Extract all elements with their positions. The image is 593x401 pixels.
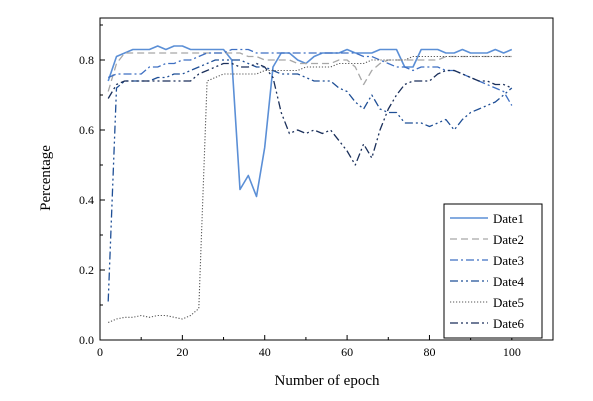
legend-label-date2: Date2 <box>493 232 524 247</box>
x-tick-label: 20 <box>176 345 188 359</box>
plot-border <box>99 17 554 341</box>
legend-label-date6: Date6 <box>493 316 525 331</box>
y-tick-label: 0.4 <box>79 193 94 207</box>
legend: Date1 Date2 Date3 Date4 Date5 Date6 <box>443 203 543 339</box>
plot-frame <box>99 17 554 341</box>
series-line-date6 <box>107 62 513 166</box>
x-axis-title: Number of epoch <box>275 373 380 389</box>
y-tick-label: 0.0 <box>79 333 94 347</box>
x-tick-label: 80 <box>423 345 435 359</box>
y-tick-label: 0.6 <box>79 123 94 137</box>
series-line-date3 <box>107 48 513 106</box>
legend-label-date5: Date5 <box>493 295 524 310</box>
series-line-date5 <box>107 55 512 324</box>
y-axis-title: Percentage <box>38 145 54 211</box>
x-tick-label: 60 <box>341 345 353 359</box>
y-tick-label: 0.8 <box>79 53 94 67</box>
x-tick-label: 0 <box>97 345 103 359</box>
legend-label-date4: Date4 <box>493 274 525 289</box>
x-axis: 0 20 40 60 80 100 <box>97 335 554 359</box>
series-layer <box>107 45 513 324</box>
legend-box <box>443 203 543 339</box>
series-line-date2 <box>107 52 512 92</box>
series-line-date1 <box>107 45 513 198</box>
x-tick-label: 100 <box>503 345 521 359</box>
y-tick-label: 0.2 <box>79 263 94 277</box>
legend-label-date3: Date3 <box>493 253 524 268</box>
y-axis: 0.0 0.2 0.4 0.6 0.8 <box>79 24 105 347</box>
series-line-date4 <box>107 59 513 302</box>
x-tick-label: 40 <box>259 345 271 359</box>
legend-label-date1: Date1 <box>493 211 524 226</box>
